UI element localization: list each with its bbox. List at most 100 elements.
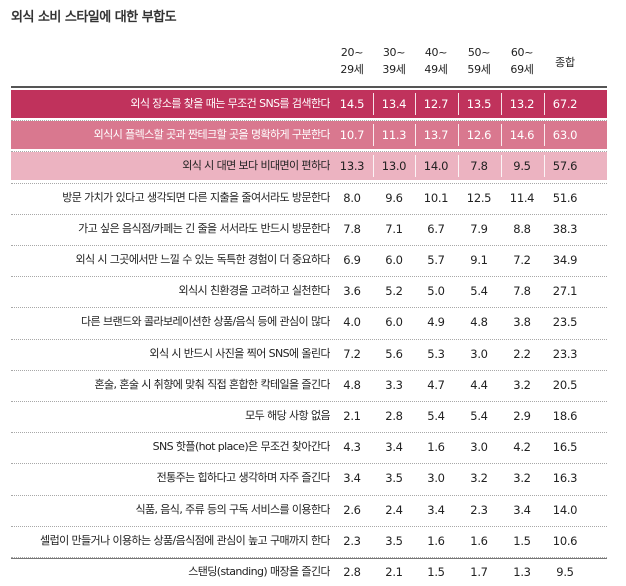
table-row: 다른 브랜드와 콜라보레이션한 상품/음식 등에 관심이 많다 4.0 6.0 4.9… <box>11 308 607 336</box>
row-value-col-3: 3.0 <box>470 346 488 361</box>
row-value-col-4: 4.2 <box>513 440 531 455</box>
row-value-col-3: 7.9 <box>470 221 488 236</box>
cell-separator <box>373 155 374 178</box>
row-value-col-0: 14.5 <box>339 97 365 111</box>
row-divider <box>11 557 607 558</box>
cell-separator <box>501 93 502 115</box>
cell-separator <box>544 124 545 147</box>
row-value-col-2: 6.7 <box>427 221 445 236</box>
row-label: 방문 가치가 있다고 생각되면 다른 지출을 줄여서라도 방문한다 <box>62 190 330 204</box>
column-header-2-line-1: 49세 <box>424 63 448 76</box>
row-value-col-5: 20.5 <box>552 377 578 392</box>
table-row: 전통주는 힙하다고 생각하며 자주 즐긴다 3.4 3.5 3.0 3.2 3.2 16.3 <box>11 464 607 492</box>
row-value-col-1: 5.6 <box>385 346 403 361</box>
row-value-col-4: 7.8 <box>513 284 531 299</box>
row-value-col-2: 3.4 <box>427 502 445 517</box>
row-value-col-4: 2.9 <box>513 409 531 423</box>
row-divider <box>11 276 607 278</box>
table-row: 외식시 플렉스할 곳과 짠테크할 곳을 명확하게 구분한다 10.7 11.3 13.… <box>11 121 607 150</box>
row-divider <box>11 432 607 434</box>
row-value-col-4: 8.8 <box>513 221 531 236</box>
row-value-col-1: 2.1 <box>385 565 403 579</box>
row-value-col-4: 1.3 <box>513 565 531 579</box>
row-label: 외식시 친환경을 고려하고 실천한다 <box>178 284 331 298</box>
row-divider <box>11 245 607 246</box>
row-value-col-1: 2.4 <box>385 502 403 517</box>
row-value-col-0: 4.0 <box>343 315 361 330</box>
table-row: 가고 싶은 음식점/카페는 긴 줄을 서서라도 반드시 방문한다 7.8 7.1 6.… <box>11 215 607 243</box>
row-divider <box>11 401 607 402</box>
row-divider <box>11 307 607 309</box>
table-row: 외식 장소를 찾을 때는 무조건 SNS를 검색한다 14.5 13.4 12.7 13… <box>11 90 607 118</box>
row-divider <box>11 151 607 153</box>
table-row: 혼술, 혼술 시 취향에 맞춰 직접 혼합한 칵테일을 즐긴다 4.8 3.3 4.7… <box>11 371 607 399</box>
row-value-col-1: 13.4 <box>381 97 407 111</box>
row-value-col-5: 38.3 <box>552 221 578 236</box>
table-row: 외식 시 반드시 사진을 찍어 SNS에 올린다 7.2 5.6 5.3 3.0 2.2 2… <box>11 340 607 368</box>
row-label: 스탠딩(standing) 매장을 즐긴다 <box>188 565 330 578</box>
cell-separator <box>415 155 416 178</box>
row-value-col-1: 6.0 <box>385 253 403 267</box>
column-header-0: 20~ 29세 <box>331 44 373 78</box>
row-value-col-2: 5.7 <box>427 253 445 267</box>
row-label: 외식시 플렉스할 곳과 짠테크할 곳을 명확하게 구분한다 <box>93 128 330 142</box>
row-value-col-1: 3.3 <box>385 377 403 392</box>
row-value-col-5: 10.6 <box>552 533 578 548</box>
row-value-col-5: 27.1 <box>552 284 578 299</box>
row-value-col-2: 1.5 <box>427 565 445 579</box>
column-header-5-line-0: 종합 <box>555 56 575 69</box>
column-header-2-line-0: 40~ <box>424 46 448 59</box>
row-value-col-2: 1.6 <box>427 440 445 455</box>
row-value-col-5: 14.0 <box>552 502 578 517</box>
row-value-col-3: 3.0 <box>470 440 488 455</box>
column-header-2: 40~ 49세 <box>415 44 457 78</box>
row-value-col-3: 9.1 <box>470 253 488 267</box>
row-value-col-3: 1.7 <box>470 565 488 579</box>
row-value-col-5: 51.6 <box>552 190 578 205</box>
column-header-0-line-1: 29세 <box>340 63 364 76</box>
row-divider <box>11 120 607 122</box>
row-value-col-2: 5.4 <box>427 409 445 423</box>
cell-separator <box>458 93 459 115</box>
row-value-col-1: 2.8 <box>385 409 403 423</box>
cell-separator <box>458 155 459 178</box>
row-value-col-5: 18.6 <box>552 409 578 423</box>
row-value-col-4: 13.2 <box>509 97 535 111</box>
row-value-col-5: 67.2 <box>552 97 578 111</box>
row-value-col-5: 23.5 <box>552 315 578 330</box>
row-label: 다른 브랜드와 콜라보레이션한 상품/음식 등에 관심이 많다 <box>81 315 330 329</box>
row-value-col-3: 5.4 <box>470 284 488 299</box>
row-value-col-0: 2.8 <box>343 565 361 579</box>
row-value-col-2: 5.0 <box>427 284 445 299</box>
row-label: 외식 시 그곳에서만 느낄 수 있는 독특한 경험이 더 중요하다 <box>75 253 330 266</box>
column-header-1: 30~ 39세 <box>373 44 415 78</box>
row-label: 모두 해당 사항 없음 <box>245 409 330 422</box>
row-divider <box>11 525 607 527</box>
table-top-rule <box>11 86 607 88</box>
table-bottom-rule <box>11 558 607 559</box>
cell-separator <box>458 124 459 147</box>
row-divider <box>11 213 607 215</box>
row-value-col-2: 13.7 <box>423 128 449 143</box>
row-value-col-4: 3.2 <box>513 471 531 486</box>
row-value-col-0: 10.7 <box>339 128 365 143</box>
row-value-col-0: 2.1 <box>343 409 361 423</box>
row-value-col-4: 2.2 <box>513 346 531 361</box>
row-value-col-1: 5.2 <box>385 284 403 299</box>
row-value-col-0: 2.6 <box>343 502 361 517</box>
table-row: 모두 해당 사항 없음 2.1 2.8 5.4 5.4 2.9 18.6 <box>11 402 607 430</box>
row-value-col-3: 1.6 <box>470 533 488 548</box>
chart-page: 외식 소비 스타일에 대한 부합도 20~ 29세 30~ 39세 40~ 49세 50~ 5… <box>11 10 607 579</box>
row-value-col-2: 10.1 <box>423 190 449 205</box>
row-value-col-3: 4.4 <box>470 377 488 392</box>
row-label: 외식 시 대면 보다 비대면이 편하다 <box>182 159 330 173</box>
row-value-col-1: 3.5 <box>385 533 403 548</box>
table-row: 스탠딩(standing) 매장을 즐긴다 2.8 2.1 1.5 1.7 1.3 9.5 <box>11 558 607 586</box>
row-value-col-0: 7.8 <box>343 221 361 236</box>
cell-separator <box>544 93 545 115</box>
row-value-col-3: 13.5 <box>466 97 492 111</box>
row-value-col-0: 3.4 <box>343 471 361 486</box>
column-header-1-line-0: 30~ <box>382 46 406 59</box>
row-value-col-4: 3.2 <box>513 377 531 392</box>
row-label: 전통주는 힙하다고 생각하며 자주 즐긴다 <box>156 471 330 485</box>
